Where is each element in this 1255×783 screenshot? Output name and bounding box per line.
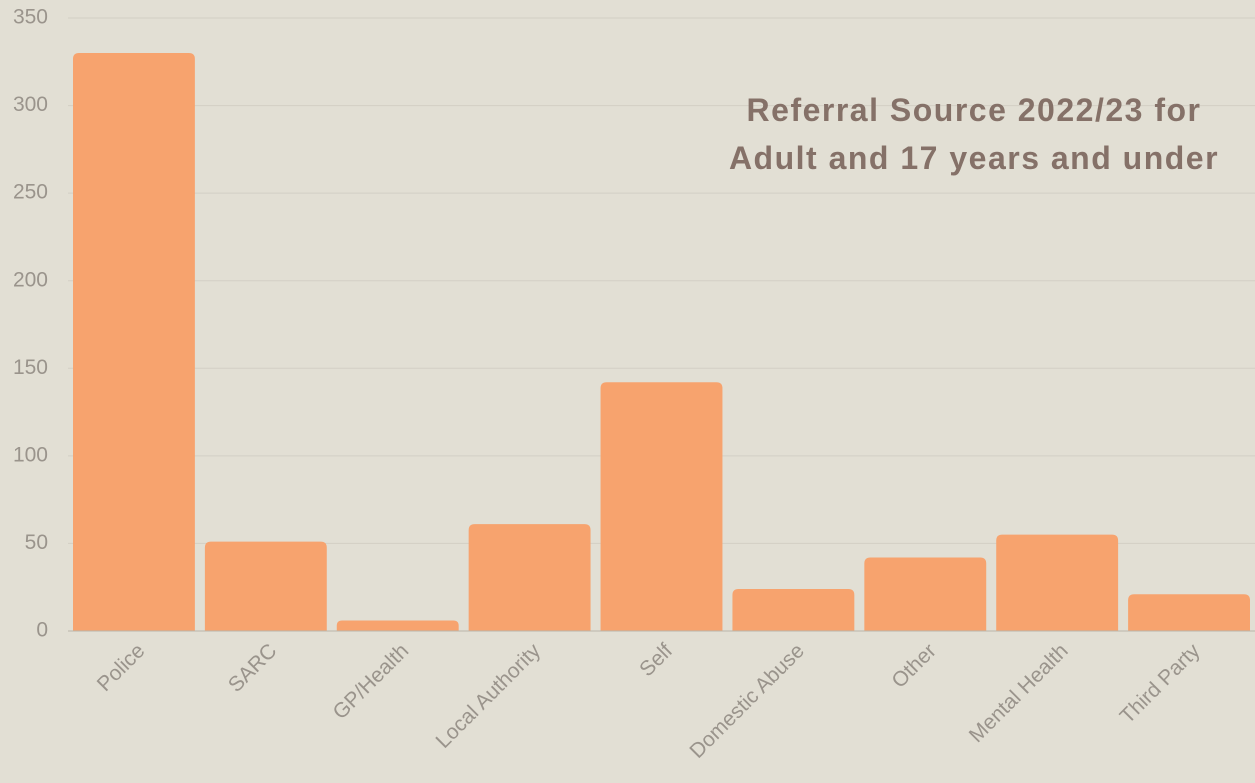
bar [732,588,855,631]
y-tick-label: 200 [13,268,48,291]
bar [996,534,1119,631]
chart-title: Referral Source 2022/23 for [747,92,1202,128]
y-tick-label: 50 [25,531,48,554]
bar [204,541,327,631]
chart-title: Adult and 17 years and under [729,140,1219,176]
y-tick-label: 300 [13,93,48,116]
y-tick-label: 250 [13,181,48,204]
bar [600,382,723,631]
y-tick-label: 100 [13,443,48,466]
bar [864,557,987,631]
y-tick-label: 350 [13,6,48,29]
y-tick-label: 150 [13,356,48,379]
bar [73,53,195,632]
bar [468,524,591,631]
y-tick-label: 0 [36,619,48,642]
bar [336,620,459,631]
bar [1128,594,1250,631]
